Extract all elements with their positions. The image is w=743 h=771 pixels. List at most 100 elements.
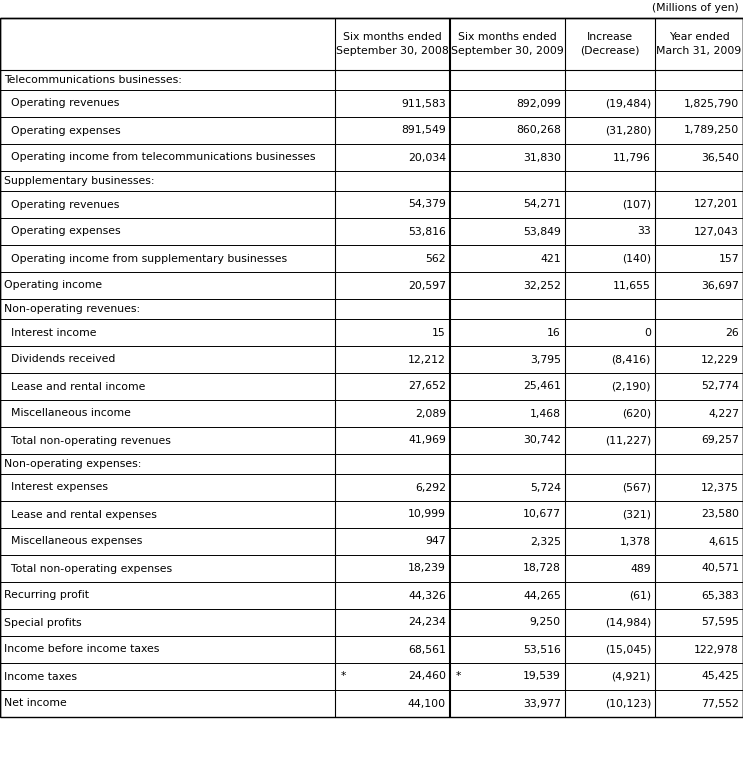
Text: 40,571: 40,571 <box>701 564 739 574</box>
Text: 44,265: 44,265 <box>523 591 561 601</box>
Text: 20,034: 20,034 <box>408 153 446 163</box>
Text: Increase
(Decrease): Increase (Decrease) <box>580 32 640 56</box>
Text: 69,257: 69,257 <box>701 436 739 446</box>
Text: 911,583: 911,583 <box>401 99 446 109</box>
Text: 68,561: 68,561 <box>408 645 446 655</box>
Text: Six months ended
September 30, 2008: Six months ended September 30, 2008 <box>336 32 449 56</box>
Text: (14,984): (14,984) <box>605 618 651 628</box>
Text: Dividends received: Dividends received <box>4 355 115 365</box>
Text: Net income: Net income <box>4 699 67 709</box>
Text: 24,234: 24,234 <box>408 618 446 628</box>
Text: Operating revenues: Operating revenues <box>4 200 120 210</box>
Text: 36,697: 36,697 <box>701 281 739 291</box>
Text: 53,816: 53,816 <box>408 227 446 237</box>
Text: 127,201: 127,201 <box>694 200 739 210</box>
Text: 44,100: 44,100 <box>408 699 446 709</box>
Text: 10,677: 10,677 <box>523 510 561 520</box>
Text: 12,212: 12,212 <box>408 355 446 365</box>
Text: 10,999: 10,999 <box>408 510 446 520</box>
Text: (8,416): (8,416) <box>611 355 651 365</box>
Text: *: * <box>341 672 346 682</box>
Text: (19,484): (19,484) <box>605 99 651 109</box>
Text: (567): (567) <box>622 483 651 493</box>
Text: Miscellaneous income: Miscellaneous income <box>4 409 131 419</box>
Text: 53,516: 53,516 <box>523 645 561 655</box>
Text: 12,229: 12,229 <box>701 355 739 365</box>
Text: Non-operating revenues:: Non-operating revenues: <box>4 304 140 314</box>
Text: (140): (140) <box>622 254 651 264</box>
Text: 53,849: 53,849 <box>523 227 561 237</box>
Text: Operating income from supplementary businesses: Operating income from supplementary busi… <box>4 254 287 264</box>
Text: (11,227): (11,227) <box>605 436 651 446</box>
Text: 127,043: 127,043 <box>694 227 739 237</box>
Text: 23,580: 23,580 <box>701 510 739 520</box>
Text: 11,655: 11,655 <box>613 281 651 291</box>
Text: 24,460: 24,460 <box>408 672 446 682</box>
Text: 2,089: 2,089 <box>415 409 446 419</box>
Text: 489: 489 <box>630 564 651 574</box>
Text: 45,425: 45,425 <box>701 672 739 682</box>
Text: Operating revenues: Operating revenues <box>4 99 120 109</box>
Text: (4,921): (4,921) <box>611 672 651 682</box>
Text: 57,595: 57,595 <box>701 618 739 628</box>
Text: 11,796: 11,796 <box>613 153 651 163</box>
Text: Income taxes: Income taxes <box>4 672 77 682</box>
Text: Telecommunications businesses:: Telecommunications businesses: <box>4 75 182 85</box>
Text: Special profits: Special profits <box>4 618 82 628</box>
Text: 5,724: 5,724 <box>530 483 561 493</box>
Text: (61): (61) <box>629 591 651 601</box>
Text: 15: 15 <box>432 328 446 338</box>
Text: Operating income: Operating income <box>4 281 102 291</box>
Text: Interest income: Interest income <box>4 328 97 338</box>
Text: 54,271: 54,271 <box>523 200 561 210</box>
Text: 18,239: 18,239 <box>408 564 446 574</box>
Text: 41,969: 41,969 <box>408 436 446 446</box>
Text: 26: 26 <box>725 328 739 338</box>
Text: 1,825,790: 1,825,790 <box>684 99 739 109</box>
Text: (15,045): (15,045) <box>605 645 651 655</box>
Text: 33: 33 <box>637 227 651 237</box>
Text: 18,728: 18,728 <box>523 564 561 574</box>
Text: Total non-operating revenues: Total non-operating revenues <box>4 436 171 446</box>
Text: 1,789,250: 1,789,250 <box>684 126 739 136</box>
Text: 20,597: 20,597 <box>408 281 446 291</box>
Text: Operating income from telecommunications businesses: Operating income from telecommunications… <box>4 153 316 163</box>
Text: Operating expenses: Operating expenses <box>4 126 120 136</box>
Text: 12,375: 12,375 <box>701 483 739 493</box>
Text: Total non-operating expenses: Total non-operating expenses <box>4 564 172 574</box>
Text: 77,552: 77,552 <box>701 699 739 709</box>
Text: Non-operating expenses:: Non-operating expenses: <box>4 459 141 469</box>
Text: (321): (321) <box>622 510 651 520</box>
Text: 31,830: 31,830 <box>523 153 561 163</box>
Text: 2,325: 2,325 <box>530 537 561 547</box>
Text: 3,795: 3,795 <box>530 355 561 365</box>
Text: (2,190): (2,190) <box>611 382 651 392</box>
Text: Operating expenses: Operating expenses <box>4 227 120 237</box>
Text: Six months ended
September 30, 2009: Six months ended September 30, 2009 <box>451 32 564 56</box>
Text: Year ended
March 31, 2009: Year ended March 31, 2009 <box>656 32 742 56</box>
Text: Income before income taxes: Income before income taxes <box>4 645 160 655</box>
Text: 891,549: 891,549 <box>401 126 446 136</box>
Text: 19,539: 19,539 <box>523 672 561 682</box>
Text: Supplementary businesses:: Supplementary businesses: <box>4 176 155 186</box>
Text: (107): (107) <box>622 200 651 210</box>
Text: 30,742: 30,742 <box>523 436 561 446</box>
Text: 892,099: 892,099 <box>516 99 561 109</box>
Text: Miscellaneous expenses: Miscellaneous expenses <box>4 537 143 547</box>
Text: 1,468: 1,468 <box>530 409 561 419</box>
Text: 16: 16 <box>548 328 561 338</box>
Text: 25,461: 25,461 <box>523 382 561 392</box>
Text: Interest expenses: Interest expenses <box>4 483 108 493</box>
Text: 421: 421 <box>540 254 561 264</box>
Text: 65,383: 65,383 <box>701 591 739 601</box>
Text: Lease and rental expenses: Lease and rental expenses <box>4 510 157 520</box>
Text: (620): (620) <box>622 409 651 419</box>
Text: 122,978: 122,978 <box>694 645 739 655</box>
Text: Recurring profit: Recurring profit <box>4 591 89 601</box>
Text: 947: 947 <box>426 537 446 547</box>
Text: Lease and rental income: Lease and rental income <box>4 382 146 392</box>
Text: 4,615: 4,615 <box>708 537 739 547</box>
Text: 0: 0 <box>644 328 651 338</box>
Text: 1,378: 1,378 <box>620 537 651 547</box>
Text: 32,252: 32,252 <box>523 281 561 291</box>
